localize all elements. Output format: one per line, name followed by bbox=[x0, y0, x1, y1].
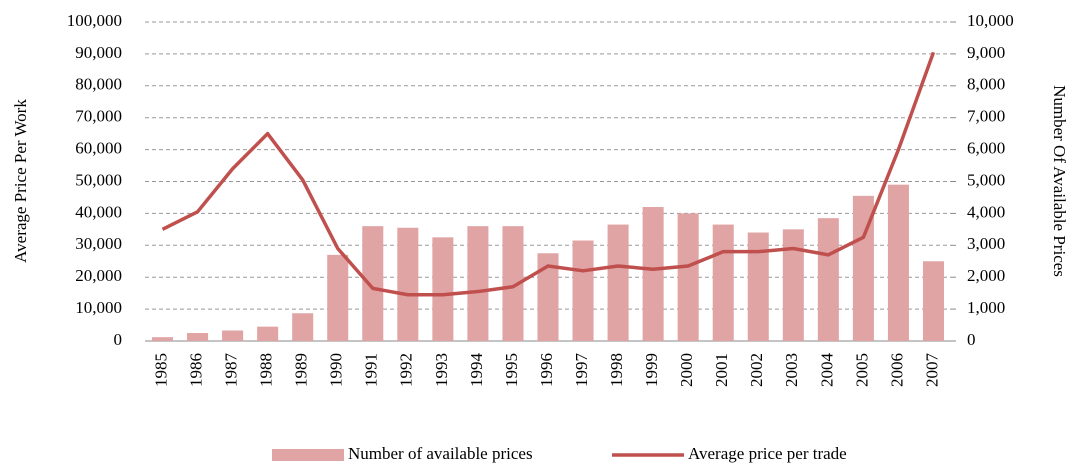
bar bbox=[222, 330, 244, 341]
y-tick-label: 50,000 bbox=[75, 170, 122, 189]
y2-axis-title: Number Of Available Prices bbox=[1050, 85, 1069, 277]
bar bbox=[572, 240, 594, 341]
x-tick-label: 1985 bbox=[151, 353, 170, 387]
x-tick-label: 1989 bbox=[292, 353, 311, 387]
x-tick-label: 2004 bbox=[817, 353, 836, 388]
bar bbox=[432, 237, 454, 341]
y2-tick-label: 4,000 bbox=[967, 202, 1005, 221]
y2-tick-label: 2,000 bbox=[967, 266, 1005, 285]
bar bbox=[677, 213, 699, 341]
x-tick-label: 1990 bbox=[327, 353, 346, 387]
bar bbox=[467, 226, 489, 341]
x-tick-label: 1991 bbox=[362, 353, 381, 387]
bar bbox=[152, 337, 174, 341]
y-tick-label: 60,000 bbox=[75, 139, 122, 158]
x-tick-label: 2001 bbox=[712, 353, 731, 387]
bar bbox=[537, 253, 559, 341]
y2-tick-label: 0 bbox=[967, 330, 976, 349]
x-tick-label: 1998 bbox=[607, 353, 626, 387]
legend-label: Average price per trade bbox=[688, 444, 847, 463]
y2-tick-label: 3,000 bbox=[967, 234, 1005, 253]
bar bbox=[607, 224, 629, 341]
y-tick-label: 90,000 bbox=[75, 43, 122, 62]
x-tick-label: 1995 bbox=[502, 353, 521, 387]
x-tick-label: 1997 bbox=[572, 353, 591, 388]
bar bbox=[922, 261, 944, 341]
bar bbox=[362, 226, 384, 341]
y2-tick-label: 9,000 bbox=[967, 43, 1005, 62]
x-tick-label: 1986 bbox=[186, 353, 205, 387]
bar bbox=[852, 195, 874, 341]
bar bbox=[887, 184, 909, 341]
y-tick-label: 100,000 bbox=[67, 11, 122, 30]
y-tick-label: 10,000 bbox=[75, 298, 122, 317]
bar bbox=[502, 226, 524, 341]
x-tick-label: 1994 bbox=[467, 353, 486, 388]
bar bbox=[327, 254, 349, 341]
y-axis-title: Average Price Per Work bbox=[11, 99, 30, 263]
bar bbox=[817, 218, 839, 341]
y-tick-label: 0 bbox=[114, 330, 123, 349]
legend-swatch bbox=[272, 449, 344, 461]
bar bbox=[642, 207, 664, 341]
bar bbox=[292, 313, 314, 341]
y2-tick-label: 5,000 bbox=[967, 170, 1005, 189]
y2-tick-label: 8,000 bbox=[967, 75, 1005, 94]
x-tick-label: 2005 bbox=[852, 353, 871, 387]
y-tick-label: 20,000 bbox=[75, 266, 122, 285]
x-tick-label: 2007 bbox=[922, 353, 941, 388]
y-tick-label: 80,000 bbox=[75, 75, 122, 94]
bar bbox=[187, 333, 209, 341]
bar bbox=[257, 326, 279, 341]
line bbox=[161, 51, 936, 297]
x-tick-label: 2003 bbox=[782, 353, 801, 387]
x-tick-label: 2006 bbox=[887, 353, 906, 387]
y2-tick-label: 10,000 bbox=[967, 11, 1014, 30]
y2-tick-label: 7,000 bbox=[967, 107, 1005, 126]
legend-label: Number of available prices bbox=[348, 444, 533, 463]
x-tick-label: 1992 bbox=[397, 353, 416, 387]
bar bbox=[747, 232, 769, 341]
bar bbox=[397, 227, 419, 341]
bar bbox=[782, 229, 804, 341]
y-tick-label: 30,000 bbox=[75, 234, 122, 253]
x-tick-label: 1993 bbox=[432, 353, 451, 387]
y2-tick-label: 6,000 bbox=[967, 139, 1005, 158]
y2-tick-label: 1,000 bbox=[967, 298, 1005, 317]
x-tick-label: 1987 bbox=[222, 353, 241, 388]
bar bbox=[712, 224, 734, 341]
x-tick-label: 2000 bbox=[677, 353, 696, 387]
x-tick-label: 1988 bbox=[257, 353, 276, 387]
y-tick-label: 70,000 bbox=[75, 107, 122, 126]
y-tick-label: 40,000 bbox=[75, 202, 122, 221]
x-tick-label: 1996 bbox=[537, 353, 556, 387]
x-tick-label: 2002 bbox=[747, 353, 766, 387]
x-tick-label: 1999 bbox=[642, 353, 661, 387]
